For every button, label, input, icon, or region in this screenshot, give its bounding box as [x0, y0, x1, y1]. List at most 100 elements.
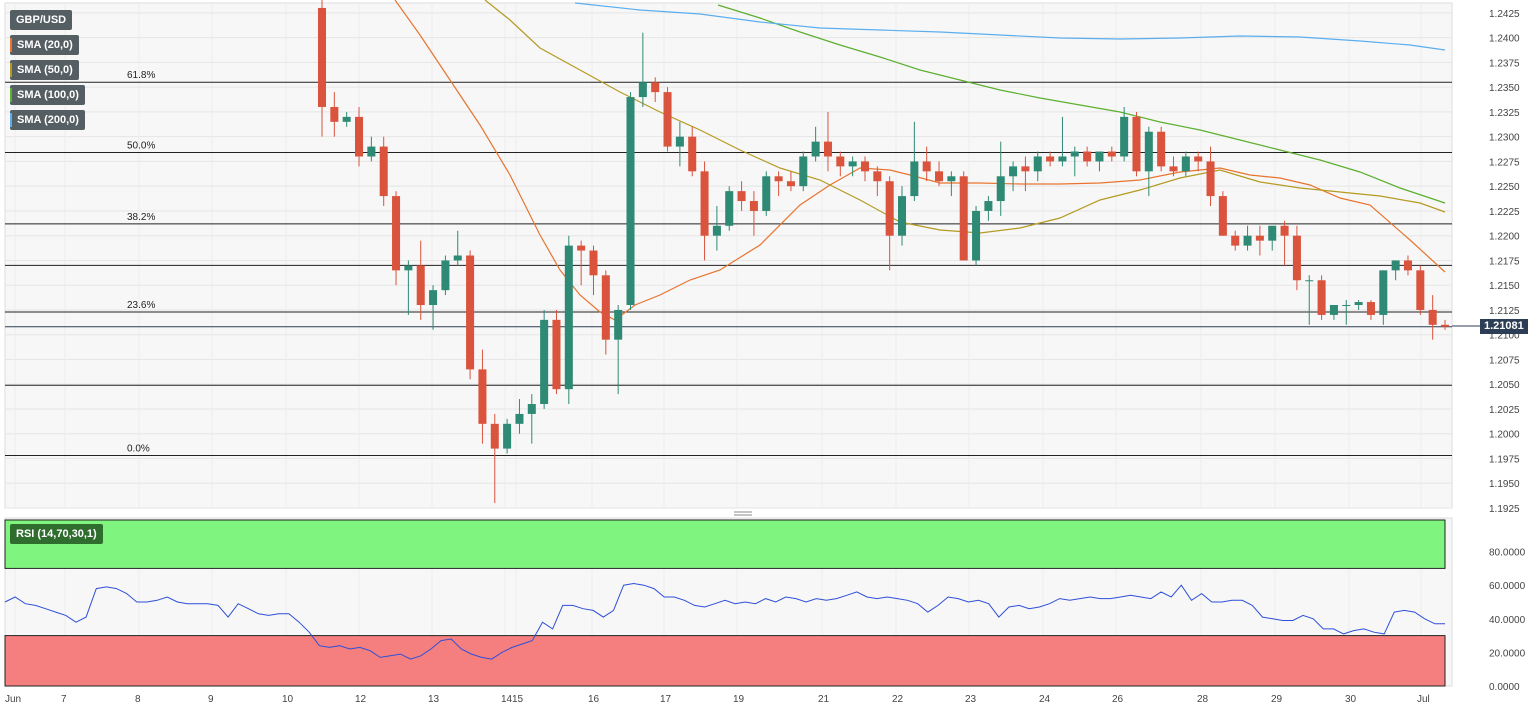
- candle: [1046, 151, 1055, 167]
- y-tick-label: 1.2300: [1489, 133, 1520, 144]
- sma-20-swatch: [10, 38, 12, 52]
- candle-body: [1046, 156, 1055, 162]
- candle-body: [1132, 116, 1141, 172]
- y-tick-label: 1.2150: [1489, 281, 1520, 292]
- x-tick-label: 26: [1112, 694, 1124, 705]
- legend-sma-20[interactable]: SMA (20,0): [10, 35, 79, 55]
- candle: [564, 235, 573, 405]
- sma-line-sma200: [574, 2, 1446, 51]
- candle: [725, 186, 734, 231]
- candle-body: [700, 171, 709, 236]
- candle: [330, 92, 339, 137]
- candle: [379, 136, 388, 206]
- candle: [367, 136, 376, 162]
- candle: [1132, 111, 1141, 177]
- y-tick-label: 1.2425: [1489, 9, 1520, 20]
- candle-body: [786, 181, 795, 187]
- panel-divider-handle[interactable]: [734, 511, 752, 516]
- sma-50-swatch: [10, 63, 12, 77]
- price-panel: [4, 2, 1453, 509]
- candle-body: [1070, 151, 1079, 157]
- legend-rsi[interactable]: RSI (14,70,30,1): [10, 524, 103, 544]
- candle: [811, 126, 820, 162]
- rsi-y-tick-label: 60.0000: [1489, 581, 1526, 592]
- candle-body: [1354, 302, 1363, 306]
- fibonacci-levels: 61.8% 50.0% 38.2% 23.6% 0.0%: [5, 70, 1452, 457]
- candle-body: [1255, 235, 1264, 241]
- candle-body: [1095, 151, 1104, 162]
- candle-body: [1194, 156, 1203, 162]
- y-tick-label: 1.2175: [1489, 256, 1520, 267]
- candle: [515, 399, 524, 434]
- y-tick-label: 1.2125: [1489, 306, 1520, 317]
- x-tick-label: 24: [1039, 694, 1051, 705]
- candle: [626, 92, 635, 310]
- candle: [1243, 225, 1252, 251]
- candle: [1181, 151, 1190, 177]
- candle: [441, 255, 450, 296]
- candle: [996, 141, 1005, 216]
- rsi-series: [4, 519, 1446, 687]
- rsi-oversold-zone: [4, 635, 1446, 687]
- x-tick-label: 16: [588, 694, 600, 705]
- candle: [972, 205, 981, 266]
- candle-body: [1021, 166, 1030, 172]
- candle: [1083, 146, 1092, 167]
- candle-body: [959, 176, 968, 261]
- sma-200-swatch: [10, 113, 12, 127]
- candle: [935, 161, 944, 187]
- rsi-line: [4, 582, 1445, 660]
- candle-body: [1440, 324, 1450, 327]
- candle-body: [762, 176, 771, 211]
- fib-level-label: 50.0%: [127, 141, 155, 152]
- candle: [1231, 230, 1240, 251]
- candle: [392, 191, 401, 286]
- candle: [898, 186, 907, 246]
- candle-body: [1083, 151, 1092, 162]
- y-tick-label: 1.1950: [1489, 479, 1520, 490]
- candle-body: [749, 201, 758, 211]
- candle-body: [1058, 156, 1067, 162]
- candle: [429, 285, 438, 330]
- legend-sma-50[interactable]: SMA (50,0): [10, 60, 79, 80]
- candle: [416, 240, 425, 320]
- candle: [984, 196, 993, 221]
- candle: [1070, 146, 1079, 177]
- legend-sma-100[interactable]: SMA (100,0): [10, 85, 85, 105]
- x-tick-label: 28: [1197, 694, 1209, 705]
- candle-body: [1416, 270, 1425, 310]
- candle: [453, 230, 462, 266]
- candle: [601, 270, 610, 355]
- candle: [1354, 300, 1363, 310]
- candle-body: [552, 319, 561, 390]
- y-tick-label: 1.1925: [1489, 504, 1520, 515]
- candle: [712, 205, 721, 251]
- candle-body: [1366, 302, 1375, 315]
- y-tick-label: 1.2250: [1489, 182, 1520, 193]
- x-tick-label: 22: [892, 694, 904, 705]
- candle: [1033, 151, 1042, 182]
- candle: [1329, 305, 1338, 320]
- candle: [1305, 275, 1314, 325]
- candle-body: [317, 7, 327, 107]
- candle-body: [1009, 166, 1018, 177]
- axes: 1.2425 1.2400 1.2375 1.2350 1.2325 1.2300 1.22…: [5, 9, 1526, 705]
- candle-body: [885, 181, 894, 236]
- sma-line-sma20: [394, 0, 1446, 321]
- candle-body: [860, 161, 869, 172]
- y-tick-label: 1.2075: [1489, 355, 1520, 366]
- candle: [947, 171, 956, 197]
- candle: [675, 121, 684, 167]
- candle: [1107, 146, 1116, 162]
- candle: [922, 146, 931, 182]
- y-tick-label: 1.1975: [1489, 454, 1520, 465]
- candle-body: [515, 413, 524, 424]
- y-tick-label: 1.2100: [1489, 331, 1520, 342]
- candle-body: [1169, 166, 1178, 172]
- candle: [959, 171, 968, 261]
- legend-sma-200[interactable]: SMA (200,0): [10, 110, 85, 130]
- x-tick-label: 21: [818, 694, 830, 705]
- candle-body: [540, 319, 549, 405]
- candle-body: [1391, 260, 1400, 271]
- candle-body: [663, 92, 672, 147]
